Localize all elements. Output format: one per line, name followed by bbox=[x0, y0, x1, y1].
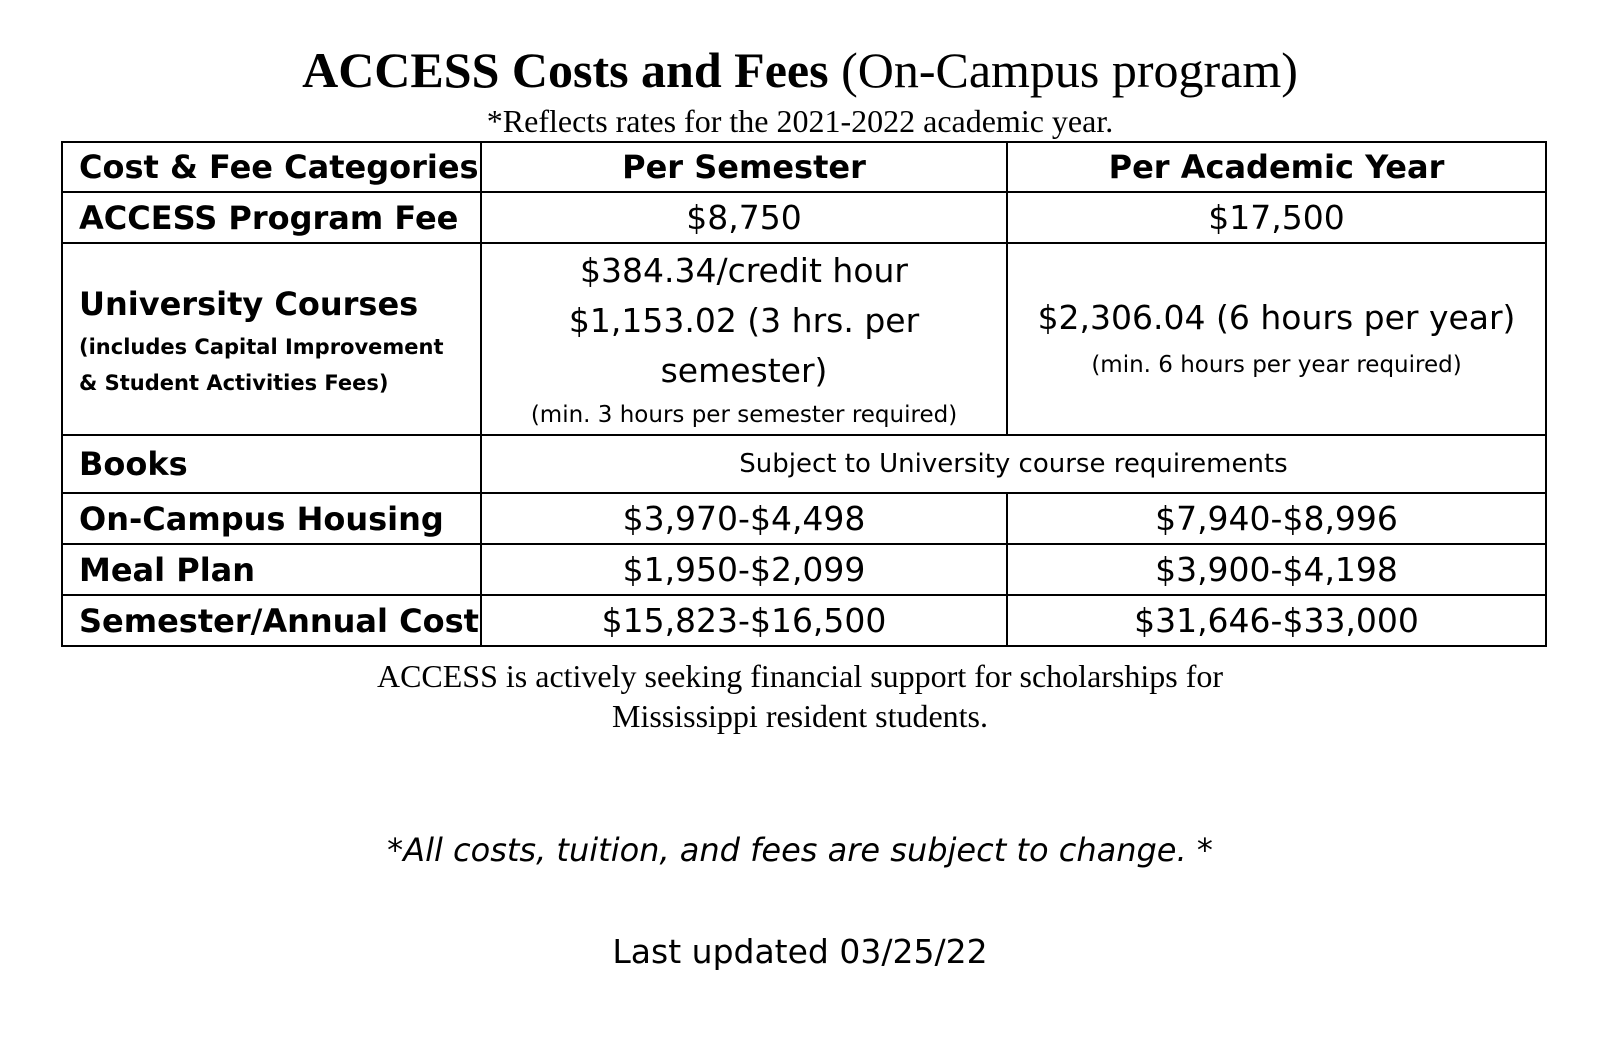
cost-disclaimer: *All costs, tuition, and fees are subjec… bbox=[387, 831, 1213, 869]
scholarship-footnote-line1: ACCESS is actively seeking financial sup… bbox=[376, 658, 1224, 694]
university-courses-sub-line1: (includes Capital Improvement bbox=[79, 335, 444, 359]
university-courses-per-semester: $384.34/credit hour $1,153.02 (3 hrs. pe… bbox=[480, 242, 1008, 436]
total-per-semester: $15,823-$16,500 bbox=[480, 594, 1008, 647]
university-courses-credit-hour-rate: $384.34/credit hour bbox=[579, 251, 908, 290]
university-courses-year-note: (min. 6 hours per year required) bbox=[1091, 352, 1462, 378]
university-courses-per-year: $2,306.04 (6 hours per year) (min. 6 hou… bbox=[1006, 242, 1547, 436]
total-per-year: $31,646-$33,000 bbox=[1006, 594, 1547, 647]
university-courses-semester-cost-line1: $1,153.02 (3 hrs. per bbox=[568, 301, 920, 340]
university-courses-semester-cost-line2: semester) bbox=[660, 351, 828, 390]
university-courses-year-cost: $2,306.04 (6 hours per year) bbox=[1037, 298, 1516, 337]
row-category-university-courses: University Courses (includes Capital Imp… bbox=[61, 242, 482, 436]
header-per-semester: Per Semester bbox=[480, 141, 1008, 193]
header-categories: Cost & Fee Categories bbox=[61, 141, 482, 193]
header-row: Cost & Fee Categories Per Semester Per A… bbox=[61, 141, 1547, 193]
housing-per-semester: $3,970-$4,498 bbox=[480, 492, 1008, 545]
page-title-bold: ACCESS Costs and Fees bbox=[302, 42, 829, 98]
table-row-university-courses: University Courses (includes Capital Imp… bbox=[61, 242, 1547, 436]
row-category-meal-plan: Meal Plan bbox=[61, 543, 482, 596]
meal-plan-per-semester: $1,950-$2,099 bbox=[480, 543, 1008, 596]
table-row-books: Books Subject to University course requi… bbox=[61, 434, 1547, 494]
university-courses-sub-line2: & Student Activities Fees) bbox=[79, 371, 389, 395]
costs-table: Cost & Fee Categories Per Semester Per A… bbox=[61, 141, 1547, 647]
program-fee-per-semester: $8,750 bbox=[480, 191, 1008, 244]
table-row-program-fee: ACCESS Program Fee $8,750 $17,500 bbox=[61, 191, 1547, 244]
header-per-year: Per Academic Year bbox=[1006, 141, 1547, 193]
table-row-meal-plan: Meal Plan $1,950-$2,099 $3,900-$4,198 bbox=[61, 543, 1547, 596]
page-subtitle: *Reflects rates for the 2021-2022 academ… bbox=[486, 103, 1114, 139]
meal-plan-per-year: $3,900-$4,198 bbox=[1006, 543, 1547, 596]
university-courses-label: University Courses bbox=[79, 285, 419, 323]
row-category-books: Books bbox=[61, 434, 482, 494]
last-updated: Last updated 03/25/22 bbox=[612, 932, 988, 971]
page-title-qualifier: (On-Campus program) bbox=[841, 42, 1298, 98]
row-category-housing: On-Campus Housing bbox=[61, 492, 482, 545]
books-note: Subject to University course requirement… bbox=[480, 434, 1547, 494]
row-category-total: Semester/Annual Cost bbox=[61, 594, 482, 647]
university-courses-semester-note: (min. 3 hours per semester required) bbox=[530, 402, 958, 428]
row-category-program-fee: ACCESS Program Fee bbox=[61, 191, 482, 244]
scholarship-footnote: ACCESS is actively seeking financial sup… bbox=[0, 656, 1600, 736]
table-row-housing: On-Campus Housing $3,970-$4,498 $7,940-$… bbox=[61, 492, 1547, 545]
program-fee-per-year: $17,500 bbox=[1006, 191, 1547, 244]
table-row-total: Semester/Annual Cost $15,823-$16,500 $31… bbox=[61, 594, 1547, 647]
scholarship-footnote-line2: Mississippi resident students. bbox=[611, 698, 988, 734]
housing-per-year: $7,940-$8,996 bbox=[1006, 492, 1547, 545]
page-title: ACCESS Costs and Fees (On-Campus program… bbox=[0, 40, 1600, 100]
